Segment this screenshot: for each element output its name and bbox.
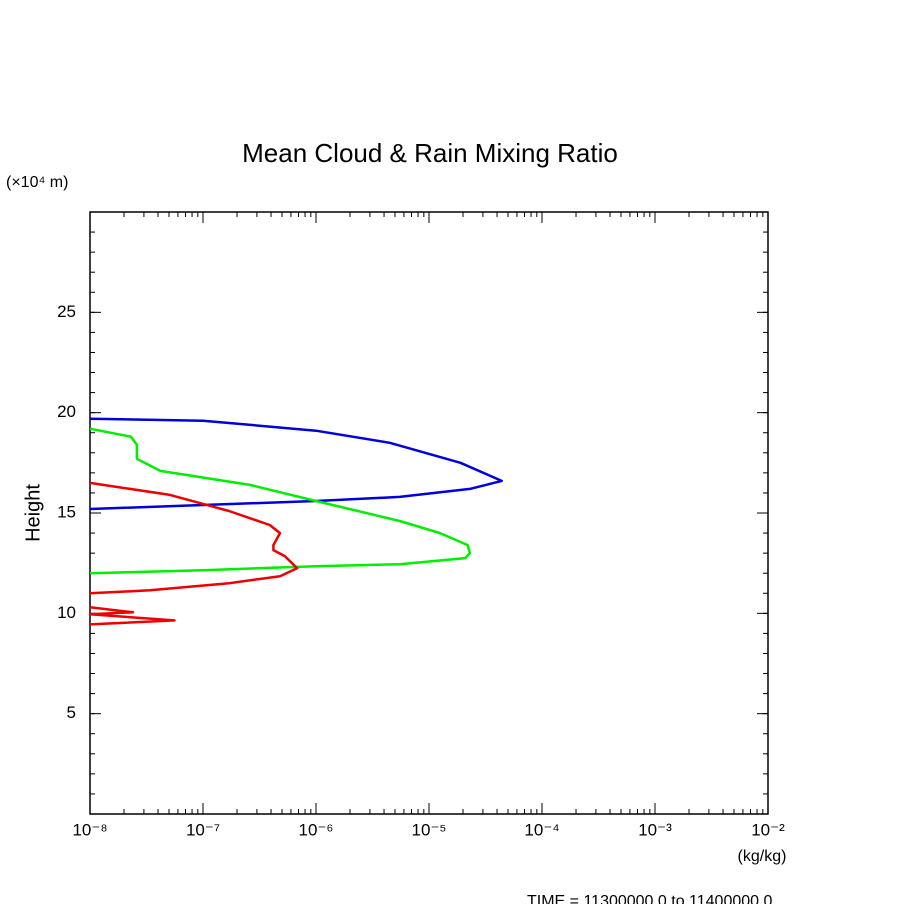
x-tick-label: 10⁻⁵ xyxy=(412,820,447,839)
y-unit: (×10⁴ m) xyxy=(6,174,68,191)
x-unit: (kg/kg) xyxy=(738,848,787,865)
x-tick-label: 10⁻⁸ xyxy=(72,820,107,839)
footer: TIME = 11300000.0 to 11400000.0 xyxy=(527,893,772,904)
chart-title: Mean Cloud & Rain Mixing Ratio xyxy=(242,138,618,168)
profile-line xyxy=(89,427,472,575)
plot-frame xyxy=(89,211,769,815)
x-tick-label: 10⁻³ xyxy=(638,820,672,839)
y-tick-label: 25 xyxy=(57,302,76,321)
y-tick-label: 5 xyxy=(67,703,76,722)
x-tick-label: 10⁻² xyxy=(751,820,785,839)
y-tick-label: 10 xyxy=(57,603,76,622)
x-tick-label: 10⁻⁷ xyxy=(186,820,220,839)
x-tick-label: 10⁻⁴ xyxy=(524,820,559,839)
y-tick-label: 15 xyxy=(57,502,76,521)
y-tick-label: 20 xyxy=(57,402,76,421)
y-axis-label: Height xyxy=(22,484,44,542)
profile-line xyxy=(89,417,503,511)
profile-line xyxy=(88,481,299,626)
x-tick-label: 10⁻⁶ xyxy=(299,820,334,839)
